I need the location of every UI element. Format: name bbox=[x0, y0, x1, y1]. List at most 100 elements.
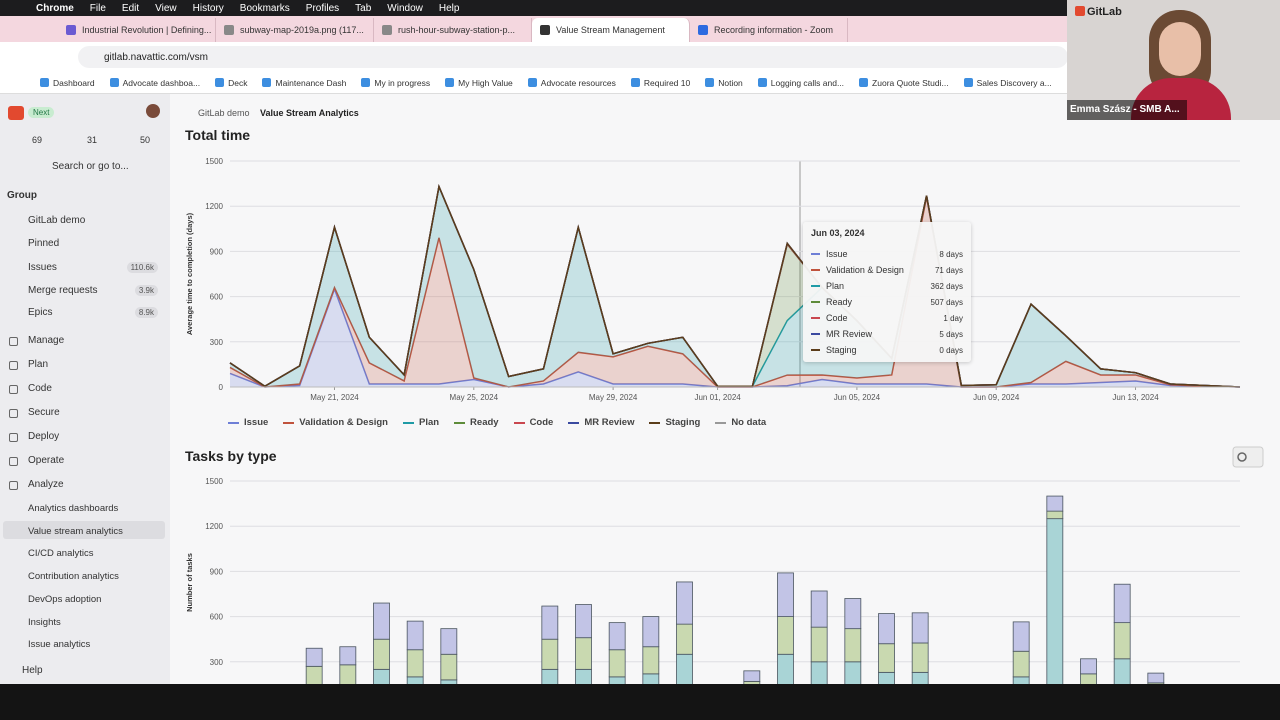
bookmark[interactable]: My High Value bbox=[445, 78, 513, 88]
menu-item[interactable]: Bookmarks bbox=[239, 2, 290, 14]
legend-item[interactable]: Code bbox=[513, 417, 553, 428]
tab[interactable]: rush-hour-subway-station-p... bbox=[374, 18, 532, 42]
legend-item[interactable]: No data bbox=[715, 417, 766, 428]
nav-item[interactable]: Issues bbox=[28, 262, 57, 273]
nav-icon bbox=[9, 433, 18, 442]
tab[interactable]: subway-map-2019a.png (117... bbox=[216, 18, 374, 42]
menu-item[interactable]: View bbox=[155, 2, 177, 14]
legend-item[interactable]: MR Review bbox=[568, 417, 634, 428]
legend-item[interactable]: Plan bbox=[402, 417, 440, 428]
bar-segment bbox=[1046, 510, 1064, 520]
participant-name: Emma Szász - SMB A... bbox=[1067, 100, 1187, 120]
url-field[interactable]: gitlab.navattic.com/vsm bbox=[78, 46, 1068, 68]
bar-segment bbox=[339, 664, 357, 684]
nav-section[interactable]: Secure bbox=[28, 407, 60, 418]
legend-swatch bbox=[228, 421, 239, 424]
search[interactable]: Search or go to... bbox=[52, 161, 129, 172]
nav-item[interactable]: Merge requests bbox=[28, 285, 98, 296]
active-item bbox=[3, 521, 165, 539]
bookmark[interactable]: Logging calls and... bbox=[758, 78, 844, 88]
bar-segment bbox=[810, 661, 828, 684]
tooltip-name: Issue bbox=[826, 249, 848, 259]
nav-item[interactable]: GitLab demo bbox=[28, 215, 86, 226]
gitlab-logo[interactable] bbox=[8, 106, 24, 120]
tab[interactable]: Value Stream Management bbox=[532, 18, 690, 42]
menu-item[interactable]: Window bbox=[387, 2, 423, 14]
breadcrumb[interactable]: GitLab demo bbox=[198, 108, 250, 118]
bar-segment bbox=[339, 646, 357, 666]
tooltip-value: 0 days bbox=[939, 345, 963, 355]
bar-segment bbox=[305, 665, 323, 684]
nav-item[interactable]: Insights bbox=[28, 616, 61, 628]
bookmark[interactable]: Required 10 bbox=[631, 78, 690, 88]
count[interactable]: 50 bbox=[140, 135, 151, 145]
legend-label: No data bbox=[731, 417, 767, 428]
bookmark[interactable]: Advocate resources bbox=[528, 78, 616, 88]
tooltip-name: MR Review bbox=[826, 329, 873, 339]
nav-section[interactable]: Code bbox=[28, 383, 52, 394]
bookmark[interactable]: Dashboard bbox=[40, 78, 95, 88]
settings-button[interactable] bbox=[1232, 446, 1264, 468]
nav-item[interactable]: Value stream analytics bbox=[28, 525, 123, 537]
legend-item[interactable]: Ready bbox=[454, 417, 499, 428]
logo bbox=[1075, 6, 1085, 16]
bookmark[interactable]: Zuora Quote Studi... bbox=[859, 78, 949, 88]
menu-item[interactable]: Tab bbox=[355, 2, 372, 14]
bookmark[interactable]: My in progress bbox=[361, 78, 430, 88]
tab[interactable]: Industrial Revolution | Defining... bbox=[58, 18, 216, 42]
tab-title: Recording information - Zoom bbox=[714, 25, 834, 35]
bookmark[interactable]: Notion bbox=[705, 78, 743, 88]
bar-segment bbox=[305, 647, 323, 667]
bookmark[interactable]: Deck bbox=[215, 78, 247, 88]
nav-section[interactable]: Plan bbox=[28, 359, 49, 370]
nav-section[interactable]: Operate bbox=[28, 455, 65, 466]
nav-item[interactable]: DevOps adoption bbox=[28, 593, 102, 605]
bar-segment bbox=[440, 628, 458, 655]
count[interactable]: 69 bbox=[32, 135, 43, 145]
menu-item[interactable]: File bbox=[89, 2, 106, 14]
nav-item[interactable]: Contribution analytics bbox=[28, 571, 119, 583]
count[interactable]: 31 bbox=[87, 135, 98, 145]
menu-item[interactable]: Edit bbox=[121, 2, 140, 14]
bar-segment bbox=[1080, 673, 1097, 684]
bar-segment bbox=[1046, 518, 1064, 684]
bar-segment bbox=[676, 653, 693, 684]
nav-section[interactable]: Analyze bbox=[28, 479, 64, 490]
bar-segment bbox=[810, 590, 828, 628]
y-tick-label: 600 bbox=[210, 613, 224, 622]
tab-title: subway-map-2019a.png (117... bbox=[240, 25, 364, 35]
bar-segment bbox=[608, 649, 626, 678]
nav-item[interactable]: Epics bbox=[28, 307, 53, 318]
legend-item[interactable]: Issue bbox=[228, 417, 268, 428]
bar-segment bbox=[844, 661, 862, 684]
bar-segment bbox=[777, 616, 794, 655]
bookmark[interactable]: Maintenance Dash bbox=[262, 78, 346, 88]
help[interactable]: Help bbox=[22, 665, 43, 676]
menu-item[interactable]: Chrome bbox=[36, 2, 74, 14]
nav-item[interactable]: Analytics dashboards bbox=[28, 503, 119, 514]
legend-item[interactable]: Validation & Design bbox=[283, 417, 388, 428]
nav-section[interactable]: Deploy bbox=[28, 431, 60, 442]
tooltip-value: 8 days bbox=[939, 249, 963, 259]
legend-label: Plan bbox=[418, 417, 440, 428]
nav-item[interactable]: Pinned bbox=[28, 238, 60, 249]
nav-item[interactable]: Issue analytics bbox=[28, 639, 91, 651]
bookmark[interactable]: Sales Discovery a... bbox=[964, 78, 1052, 88]
tooltip-row: Validation & Design 71 days bbox=[811, 262, 963, 278]
tooltip-name: Validation & Design bbox=[826, 265, 904, 275]
nav-section[interactable]: Manage bbox=[28, 335, 65, 346]
menu-item[interactable]: History bbox=[192, 2, 224, 14]
menu-item[interactable]: Profiles bbox=[305, 2, 340, 14]
menu-item[interactable]: Help bbox=[438, 2, 460, 14]
x-tick-label: May 21, 2024 bbox=[310, 393, 359, 402]
url: gitlab.navattic.com/vsm bbox=[104, 51, 208, 63]
avatar[interactable] bbox=[146, 104, 160, 118]
bar-segment bbox=[1012, 676, 1030, 684]
breadcrumb[interactable]: Value Stream Analytics bbox=[260, 108, 359, 118]
tab[interactable]: Recording information - Zoom bbox=[690, 18, 848, 42]
nav-item[interactable]: CI/CD analytics bbox=[28, 548, 94, 560]
legend-item[interactable]: Staging bbox=[649, 417, 700, 428]
bookmark[interactable]: Advocate dashboa... bbox=[110, 78, 201, 88]
y-tick-label: 300 bbox=[210, 338, 224, 347]
